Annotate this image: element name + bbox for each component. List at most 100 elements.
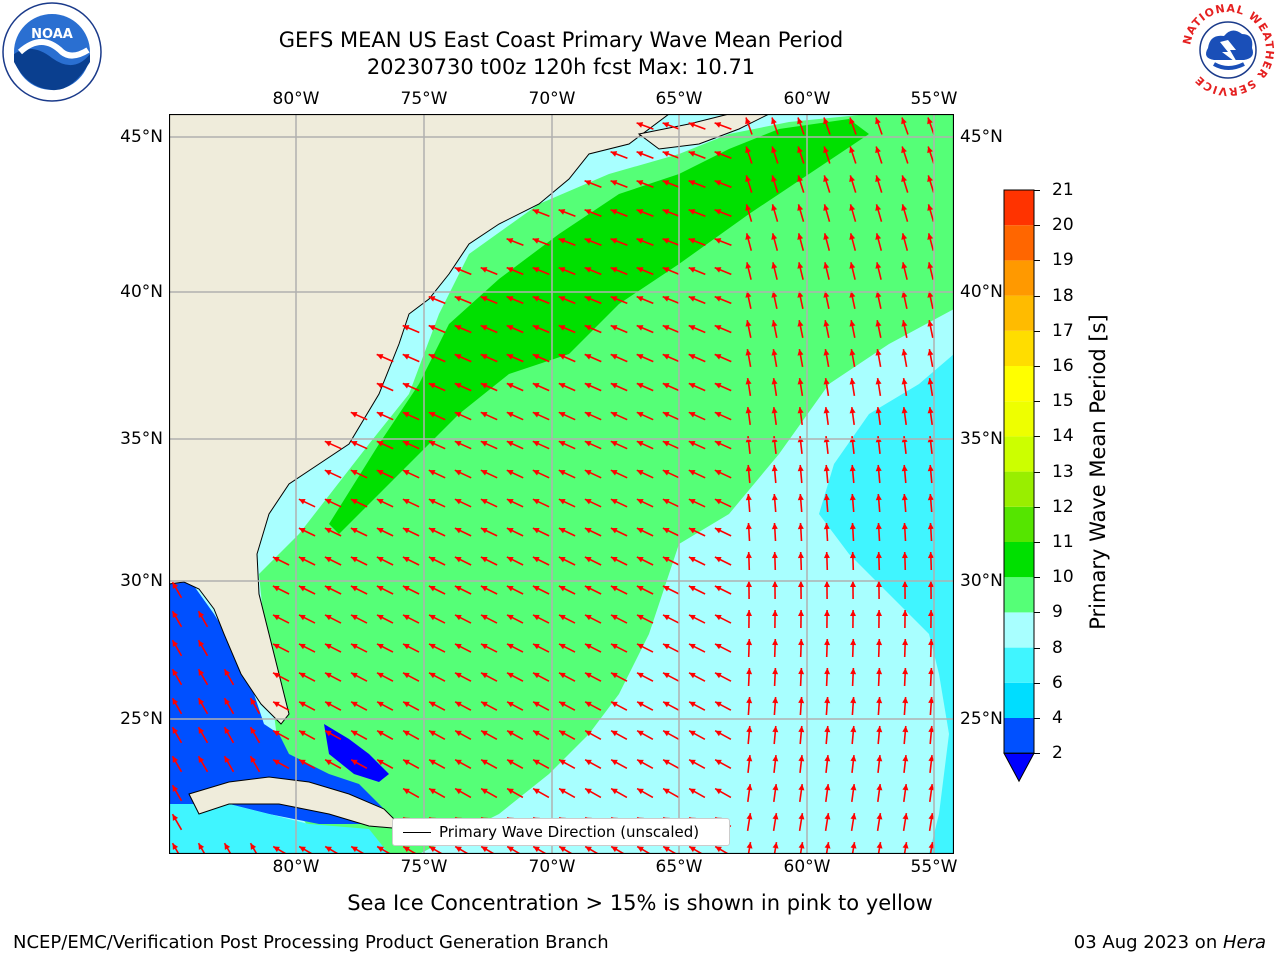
arrow-head xyxy=(688,557,696,563)
arrow-head xyxy=(636,180,644,186)
arrow-head xyxy=(688,122,696,128)
arrow-head xyxy=(559,614,566,621)
arrow-head xyxy=(875,117,881,125)
arrow-head xyxy=(480,325,488,331)
arrow-head xyxy=(273,672,280,679)
arrow-head xyxy=(172,814,179,821)
arrow-head xyxy=(771,146,777,154)
arrow-head xyxy=(480,354,488,360)
arrow-head xyxy=(584,470,592,476)
colorbar-under-extension xyxy=(1003,752,1035,783)
arrow-head xyxy=(454,383,462,389)
arrow-head xyxy=(454,325,462,331)
colorbar-tick-mark xyxy=(1034,542,1040,543)
wave-direction-arrows xyxy=(171,117,935,854)
colorbar-segment xyxy=(1004,295,1034,331)
arrow-head xyxy=(798,639,805,646)
arrow-head xyxy=(798,726,805,733)
arrow-head xyxy=(636,499,644,505)
arrow-head xyxy=(927,407,934,414)
arrow-head xyxy=(402,470,410,476)
arrow-head xyxy=(928,842,935,849)
arrow-head xyxy=(350,586,358,592)
arrow-head xyxy=(849,175,855,182)
arrow-head xyxy=(875,349,882,356)
arrow-head xyxy=(714,267,722,273)
arrow-head xyxy=(849,262,856,269)
arrow-head xyxy=(402,557,410,563)
arrow-head xyxy=(429,643,436,650)
arrow-head xyxy=(797,146,803,154)
arrow-head xyxy=(824,726,831,733)
arrow-head xyxy=(351,643,358,650)
arrow-head xyxy=(715,614,722,621)
arrow-head xyxy=(198,756,205,763)
arrow-head xyxy=(746,697,753,704)
arrow-head xyxy=(428,354,436,360)
arrow-head xyxy=(714,209,722,215)
arrow-head xyxy=(558,383,566,389)
legend-label: Primary Wave Direction (unscaled) xyxy=(439,823,700,841)
arrow-head xyxy=(298,557,306,563)
arrow-head xyxy=(902,639,909,646)
arrow-head xyxy=(273,846,280,853)
arrow-head xyxy=(927,523,934,530)
arrow-head xyxy=(403,759,410,766)
arrow-head xyxy=(585,643,592,650)
colorbar-tick-label: 8 xyxy=(1052,637,1063,658)
arrow-head xyxy=(610,412,618,418)
arrow-head xyxy=(662,238,670,244)
arrow-head xyxy=(663,788,670,795)
arrow-head xyxy=(901,407,908,414)
arrow-head xyxy=(771,407,778,414)
colorbar-tick-mark xyxy=(1034,718,1040,719)
arrow-head xyxy=(325,672,332,679)
arrow-head xyxy=(585,788,592,795)
arrow-head xyxy=(250,843,257,850)
arrow-head xyxy=(927,552,934,559)
arrow-head xyxy=(797,262,804,269)
arrow-head xyxy=(637,846,644,853)
noaa-logo-text: NOAA xyxy=(31,27,73,42)
arrow-head xyxy=(611,788,618,795)
arrow-head xyxy=(403,672,410,679)
arrow-head xyxy=(772,668,779,675)
arrow-head xyxy=(637,788,644,795)
arrow-head xyxy=(875,407,882,414)
arrow-head xyxy=(611,730,618,737)
arrow-head xyxy=(688,470,696,476)
arrow-head xyxy=(585,614,592,621)
arrow-head xyxy=(506,238,514,244)
lat-tick-left: 40°N xyxy=(120,282,163,302)
arrow-head xyxy=(637,672,644,679)
arrow-head xyxy=(875,146,881,154)
footer-right: 03 Aug 2023 on Hera xyxy=(1074,932,1266,953)
colorbar-segment xyxy=(1004,436,1034,472)
colorbar-tick-label: 21 xyxy=(1052,180,1074,200)
arrow-head xyxy=(688,528,696,534)
arrow-head xyxy=(610,267,618,273)
colorbar-tick-label: 4 xyxy=(1052,708,1063,728)
nova-scotia-land xyxy=(637,114,770,150)
arrow-head xyxy=(481,614,488,621)
arrow-head xyxy=(876,697,883,704)
arrow-head xyxy=(689,846,696,853)
arrow-head xyxy=(688,412,696,418)
arrow-head xyxy=(172,698,179,705)
arrow-head xyxy=(875,262,882,269)
lon-tick-bottom: 65°W xyxy=(655,857,703,877)
arrow-head xyxy=(663,614,670,621)
arrow-head xyxy=(927,320,934,327)
arrow-head xyxy=(428,383,436,389)
arrow-head xyxy=(850,755,857,762)
colorbar-tick-mark xyxy=(1034,401,1040,403)
arrow-head xyxy=(584,528,592,534)
arrow-head xyxy=(198,669,205,676)
arrow-head xyxy=(558,267,566,273)
arrow-head xyxy=(746,668,753,675)
arrow-head xyxy=(662,586,670,592)
arrow-head xyxy=(689,730,696,737)
arrow-head xyxy=(610,470,618,476)
arrow-head xyxy=(798,581,804,587)
lat-tick-left: 25°N xyxy=(120,709,163,729)
